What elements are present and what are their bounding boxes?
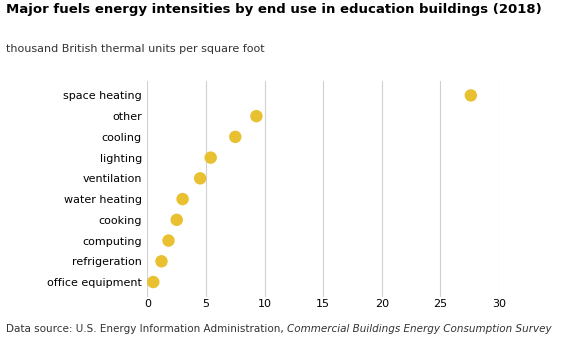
Text: thousand British thermal units per square foot: thousand British thermal units per squar… [6,44,264,54]
Text: Commercial Buildings Energy Consumption Survey: Commercial Buildings Energy Consumption … [287,324,551,334]
Point [466,93,475,98]
Point [178,196,187,202]
Point [149,279,158,285]
Point [206,155,215,160]
Point [196,176,205,181]
Point [231,134,240,140]
Point [252,114,261,119]
Point [164,238,173,243]
Text: Major fuels energy intensities by end use in education buildings (2018): Major fuels energy intensities by end us… [6,3,541,17]
Point [172,217,181,222]
Point [157,258,166,264]
Text: Data source: U.S. Energy Information Administration,: Data source: U.S. Energy Information Adm… [6,324,287,334]
